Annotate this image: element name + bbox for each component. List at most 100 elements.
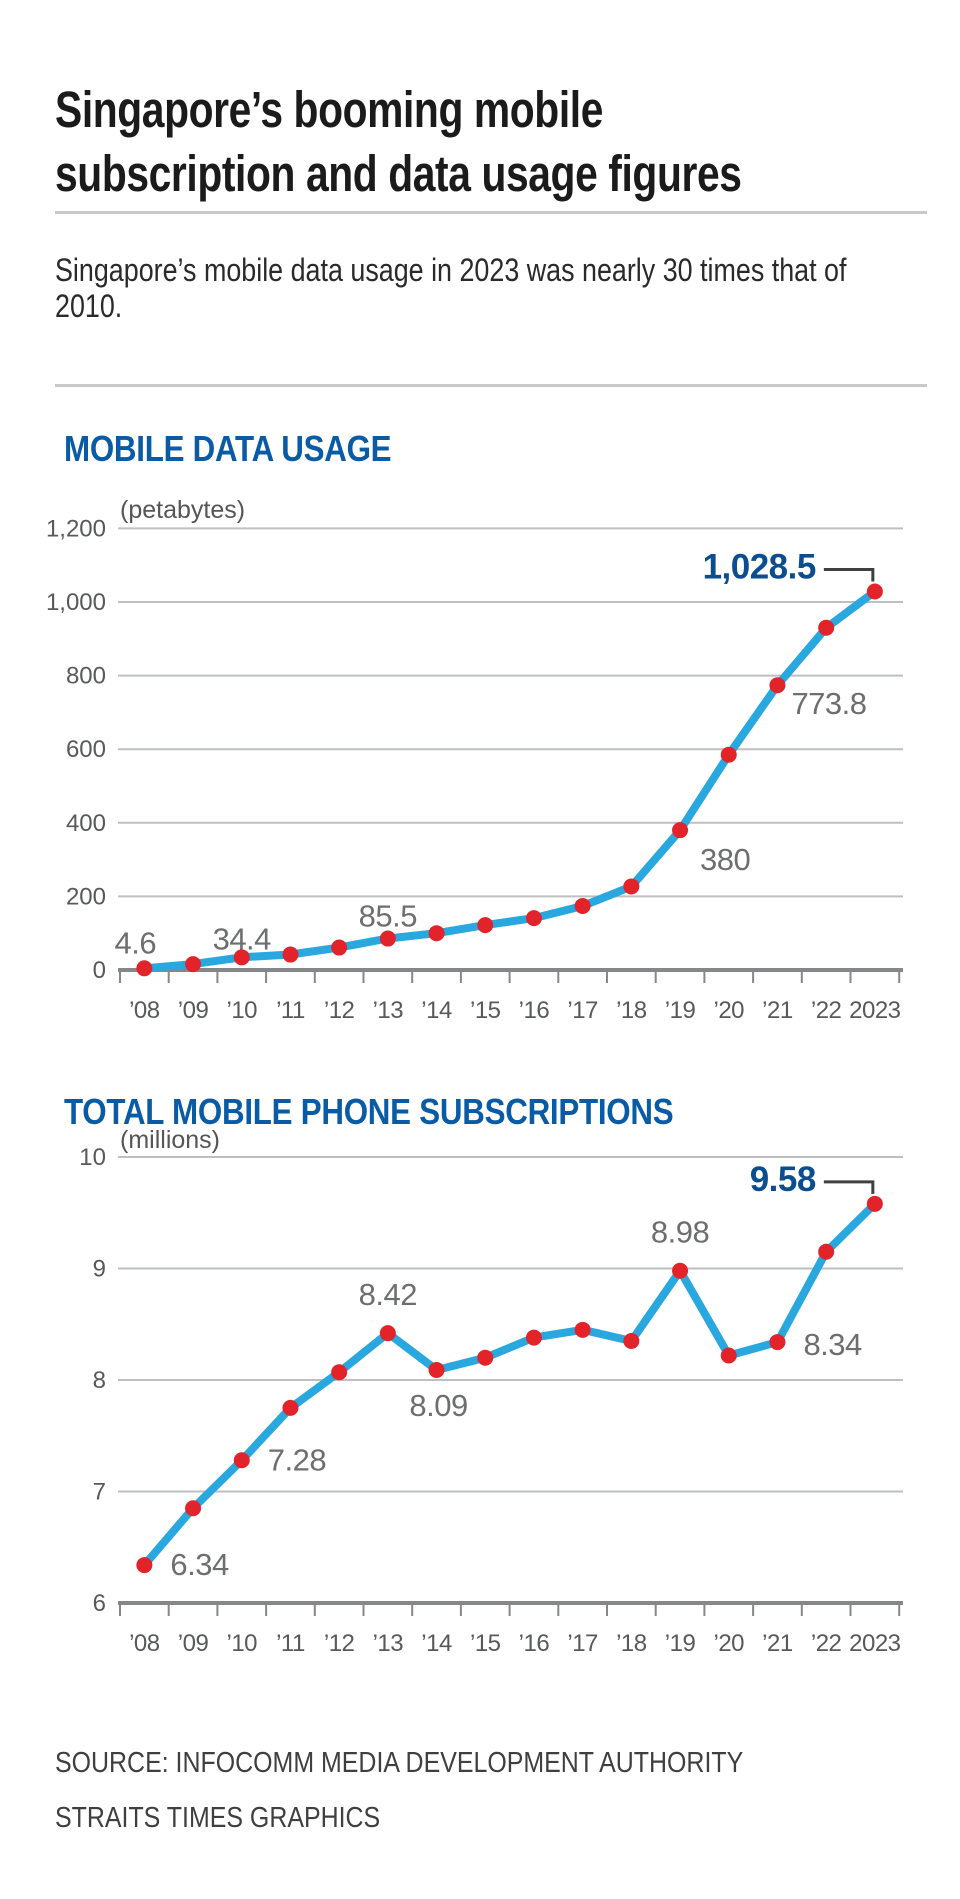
- data-point: [866, 583, 883, 600]
- x-axis-label: ’08: [129, 997, 160, 1024]
- x-axis-label: ’16: [519, 1630, 550, 1657]
- data-point: [379, 930, 396, 947]
- y-axis-label: 400: [66, 810, 106, 837]
- data-point: [720, 1347, 737, 1364]
- data-point: [818, 1243, 835, 1260]
- y-axis-label: 600: [66, 736, 106, 763]
- y-axis-label: 200: [66, 883, 106, 910]
- data-point: [282, 946, 299, 963]
- emphasis-data-label: 9.58: [750, 1160, 816, 1199]
- data-point-label: 7.28: [268, 1442, 326, 1477]
- data-point: [136, 1557, 153, 1574]
- chart-title-mobile-data-usage: MOBILE DATA USAGE: [64, 428, 392, 469]
- x-axis-label: ’12: [324, 997, 355, 1024]
- chart-title-mobile-subscriptions: TOTAL MOBILE PHONE SUBSCRIPTIONS: [64, 1091, 674, 1132]
- data-point: [574, 1321, 591, 1338]
- x-axis-label: ’13: [373, 997, 404, 1024]
- x-axis-label: ’14: [421, 997, 452, 1024]
- x-axis-label: ’16: [519, 997, 550, 1024]
- x-axis-label: ’20: [713, 997, 744, 1024]
- x-axis-label: ’08: [129, 1630, 160, 1657]
- data-point: [233, 949, 250, 966]
- axis-unit-label: (petabytes): [120, 496, 245, 524]
- data-point: [818, 619, 835, 636]
- y-axis-label: 1,200: [46, 515, 106, 542]
- y-axis-label: 0: [93, 957, 106, 984]
- x-axis-label: 2023: [849, 997, 901, 1024]
- data-point-label: 773.8: [791, 686, 866, 721]
- data-point-label: 4.6: [115, 925, 157, 960]
- emphasis-connector: [823, 568, 875, 582]
- mobile-subscriptions-line-chart: 6 7 8 9 10 (millions) ’08 ’09 ’10 ’11 ’12 ’13 ’14 ’15…: [79, 1126, 903, 1657]
- data-point-label: 8.09: [409, 1388, 467, 1423]
- y-axis-label: 7: [93, 1479, 106, 1506]
- data-point-label: 85.5: [359, 899, 417, 934]
- data-point: [233, 1452, 250, 1469]
- data-point-label: 6.34: [170, 1547, 229, 1582]
- data-point-label: 8.98: [651, 1215, 709, 1250]
- x-axis-label: 2023: [849, 1630, 901, 1657]
- x-axis-label: ’21: [762, 1630, 793, 1657]
- x-axis-label: ’18: [616, 997, 647, 1024]
- y-axis-label: 10: [79, 1144, 106, 1171]
- x-axis-label: ’13: [373, 1630, 404, 1657]
- data-point: [623, 1332, 640, 1349]
- emphasis-data-label: 1,028.5: [703, 548, 816, 587]
- data-point: [525, 910, 542, 927]
- data-point: [428, 925, 445, 942]
- page-title: Singapore’s booming mobile subscription a…: [55, 78, 742, 206]
- axis-unit-label: (millions): [120, 1126, 220, 1154]
- data-point: [574, 897, 591, 914]
- x-axis-label: ’10: [226, 1630, 257, 1657]
- x-axis-label: ’15: [470, 997, 501, 1024]
- data-point: [720, 746, 737, 763]
- data-point-label: 34.4: [213, 921, 272, 956]
- source-line1: SOURCE: INFOCOMM MEDIA DEVELOPMENT AUTHO…: [55, 1747, 744, 1779]
- x-axis-label: ’15: [470, 1630, 501, 1657]
- emphasis-connector: [823, 1180, 875, 1194]
- x-axis-label: ’21: [762, 997, 793, 1024]
- x-axis-label: ’14: [421, 1630, 452, 1657]
- x-axis-label: ’17: [567, 1630, 598, 1657]
- x-axis-label: ’18: [616, 1630, 647, 1657]
- x-axis-label: ’19: [665, 1630, 696, 1657]
- y-axis-label: 6: [93, 1590, 106, 1617]
- data-point: [623, 878, 640, 895]
- data-point: [525, 1329, 542, 1346]
- series-line: [140, 1199, 879, 1570]
- x-axis-label: ’09: [178, 1630, 209, 1657]
- data-point: [185, 1500, 202, 1517]
- x-axis-label: ’19: [665, 997, 696, 1024]
- data-point: [331, 1364, 348, 1381]
- x-axis-label: ’22: [811, 1630, 842, 1657]
- data-point: [428, 1361, 445, 1378]
- y-axis-label: 8: [93, 1367, 106, 1394]
- x-axis-label: ’22: [811, 997, 842, 1024]
- page-title-line2: subscription and data usage figures: [55, 145, 742, 203]
- data-point-label: 8.34: [803, 1327, 862, 1362]
- data-point: [866, 1195, 883, 1212]
- data-point: [185, 956, 202, 973]
- page-title-line1: Singapore’s booming mobile: [55, 81, 603, 139]
- subtitle: Singapore’s mobile data usage in 2023 wa…: [55, 252, 847, 324]
- data-point: [769, 677, 786, 694]
- y-axis-label: 800: [66, 663, 106, 690]
- source-credit: SOURCE: INFOCOMM MEDIA DEVELOPMENT AUTHO…: [55, 1736, 743, 1846]
- data-point: [379, 1325, 396, 1342]
- divider-subtitle: [55, 384, 927, 387]
- x-axis-label: ’09: [178, 997, 209, 1024]
- series-line: [140, 587, 879, 973]
- source-line2: STRAITS TIMES GRAPHICS: [55, 1802, 381, 1834]
- data-point: [477, 917, 494, 934]
- y-axis-label: 1,000: [46, 589, 106, 616]
- data-point: [136, 960, 153, 977]
- x-axis-label: ’10: [226, 997, 257, 1024]
- divider-top: [55, 211, 927, 214]
- x-axis-label: ’11: [276, 1630, 305, 1657]
- data-point-label: 380: [700, 842, 750, 877]
- x-axis-label: ’11: [276, 997, 305, 1024]
- data-point: [769, 1334, 786, 1351]
- x-axis-label: ’20: [713, 1630, 744, 1657]
- data-point: [282, 1399, 299, 1416]
